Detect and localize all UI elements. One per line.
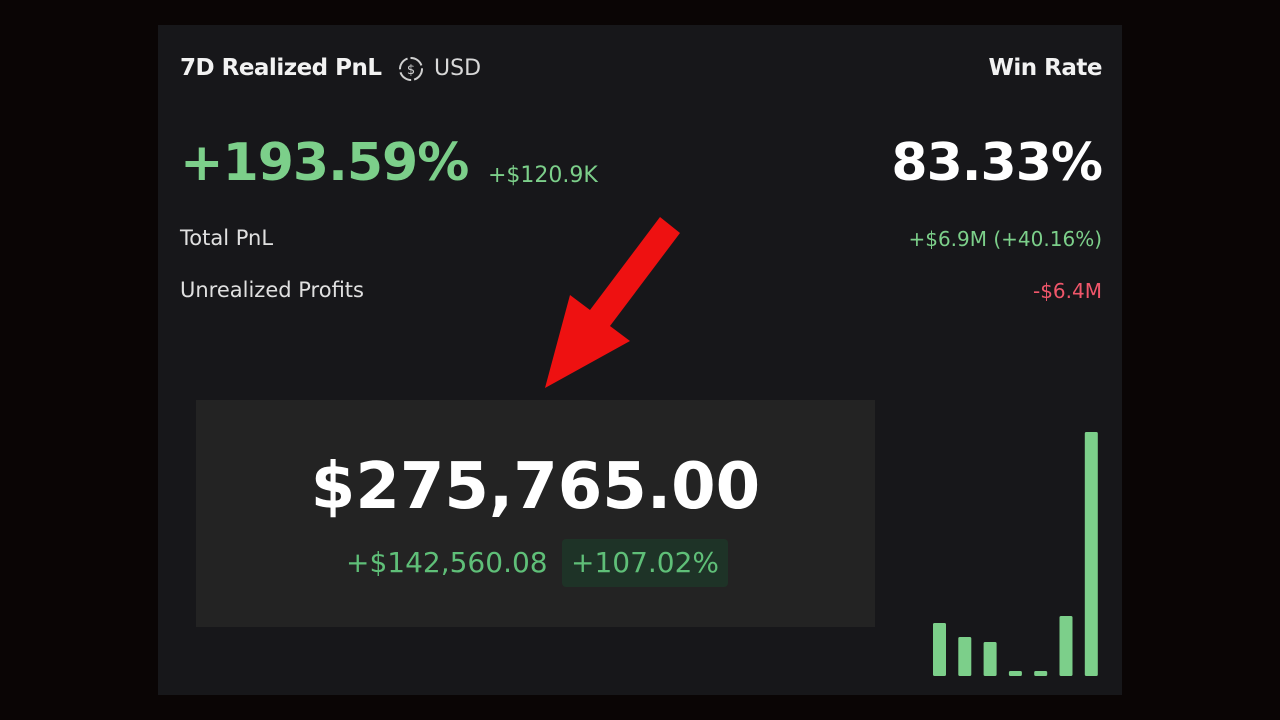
bar [1059, 616, 1073, 676]
win-rate-label: Win Rate [988, 55, 1103, 81]
row-value: +$6.9M (+40.16%) [908, 227, 1102, 251]
card-title: 7D Realized PnL [180, 55, 382, 81]
bar-chart [933, 432, 1098, 676]
balance-change-pct: +107.02% [562, 539, 729, 587]
row-value: -$6.4M [1032, 279, 1102, 303]
currency-toggle[interactable]: USD [434, 56, 482, 81]
bar [933, 623, 946, 676]
bar [983, 642, 997, 676]
pnl-percent: +193.59% [180, 133, 469, 193]
bar [1008, 671, 1022, 676]
currency-icon [399, 57, 423, 81]
balance: $275,765.00 [310, 450, 761, 524]
win-rate-value: 83.33% [891, 133, 1103, 193]
bar [1084, 432, 1098, 676]
balance-change: +$142,560.08 [346, 546, 548, 579]
balance-overlay [196, 400, 875, 627]
bar [958, 637, 972, 676]
red-arrow [545, 217, 680, 388]
bar [1034, 671, 1048, 676]
pnl-amount: +$120.9K [488, 163, 598, 188]
row-label: Total PnL [180, 226, 274, 250]
currency-icon-glyph: $ [407, 63, 415, 78]
row-label: Unrealized Profits [180, 278, 364, 302]
